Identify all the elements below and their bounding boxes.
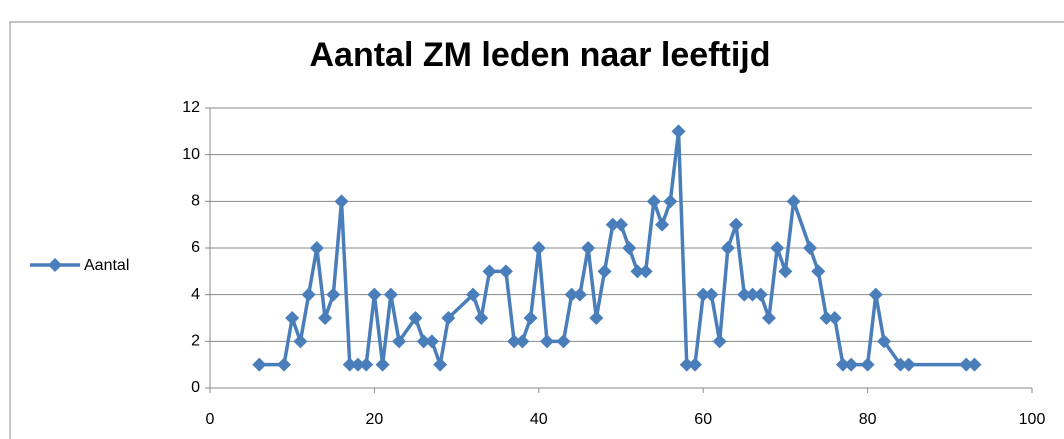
- marker: [720, 241, 735, 255]
- marker: [433, 357, 448, 372]
- marker: [301, 287, 316, 302]
- marker: [753, 287, 768, 302]
- marker: [901, 357, 916, 372]
- marker: [572, 287, 587, 302]
- marker: [737, 287, 752, 302]
- marker: [597, 264, 612, 279]
- x-tick-label: 40: [530, 411, 548, 428]
- x-tick-label: 80: [859, 411, 877, 428]
- marker: [663, 194, 678, 209]
- marker: [687, 357, 702, 372]
- marker: [827, 311, 842, 325]
- marker: [844, 357, 859, 372]
- marker: [605, 217, 620, 232]
- y-tick-label: 12: [182, 99, 200, 116]
- marker: [564, 287, 579, 302]
- marker: [515, 334, 530, 349]
- marker: [326, 287, 341, 302]
- marker: [679, 357, 694, 372]
- marker: [342, 357, 357, 372]
- y-tick-label: 0: [191, 379, 200, 396]
- chart-border: [9, 21, 1064, 439]
- marker: [556, 334, 571, 349]
- marker: [252, 357, 267, 372]
- marker: [967, 357, 982, 372]
- marker: [786, 194, 801, 209]
- y-tick-label: 2: [191, 333, 200, 350]
- marker: [819, 311, 834, 325]
- marker: [523, 311, 538, 325]
- marker: [581, 241, 596, 255]
- y-tick-label: 10: [182, 146, 200, 163]
- marker: [392, 334, 407, 349]
- marker: [482, 264, 497, 279]
- legend-marker: [48, 258, 62, 272]
- marker: [285, 311, 300, 325]
- marker: [424, 334, 439, 349]
- marker: [367, 287, 382, 302]
- marker: [671, 124, 686, 139]
- legend-label: Aantal: [84, 257, 129, 274]
- marker: [860, 357, 875, 372]
- marker: [778, 264, 793, 279]
- chart-title: Aantal ZM leden naar leeftijd: [310, 36, 771, 74]
- marker: [474, 311, 489, 325]
- marker: [868, 287, 883, 302]
- marker: [877, 334, 892, 349]
- marker: [375, 357, 390, 372]
- marker: [589, 311, 604, 325]
- marker: [761, 311, 776, 325]
- y-tick-label: 6: [191, 239, 200, 256]
- y-tick-label: 8: [191, 193, 200, 210]
- marker: [811, 264, 826, 279]
- marker: [408, 311, 423, 325]
- marker: [835, 357, 850, 372]
- y-tick-label: 4: [191, 286, 200, 303]
- marker: [507, 334, 522, 349]
- marker: [359, 357, 374, 372]
- marker: [466, 287, 481, 302]
- marker: [959, 357, 974, 372]
- marker: [704, 287, 719, 302]
- marker: [893, 357, 908, 372]
- marker: [770, 241, 785, 255]
- marker: [712, 334, 727, 349]
- marker: [416, 334, 431, 349]
- marker: [531, 241, 546, 255]
- marker: [655, 217, 670, 232]
- marker: [498, 264, 513, 279]
- marker: [318, 311, 333, 325]
- marker: [614, 217, 628, 232]
- marker: [441, 311, 456, 325]
- marker: [803, 241, 818, 255]
- marker: [638, 264, 653, 279]
- x-tick-label: 100: [1019, 411, 1046, 428]
- marker: [309, 241, 324, 255]
- marker: [630, 264, 645, 279]
- marker: [540, 334, 555, 349]
- marker: [696, 287, 711, 302]
- marker: [276, 357, 291, 372]
- marker: [383, 287, 398, 302]
- marker: [334, 194, 349, 209]
- marker: [729, 217, 744, 232]
- marker: [350, 357, 365, 372]
- marker: [646, 194, 661, 209]
- x-tick-label: 60: [694, 411, 712, 428]
- marker: [622, 241, 637, 255]
- x-tick-label: 20: [366, 411, 384, 428]
- x-tick-label: 0: [206, 411, 215, 428]
- marker: [293, 334, 308, 349]
- marker: [745, 287, 760, 302]
